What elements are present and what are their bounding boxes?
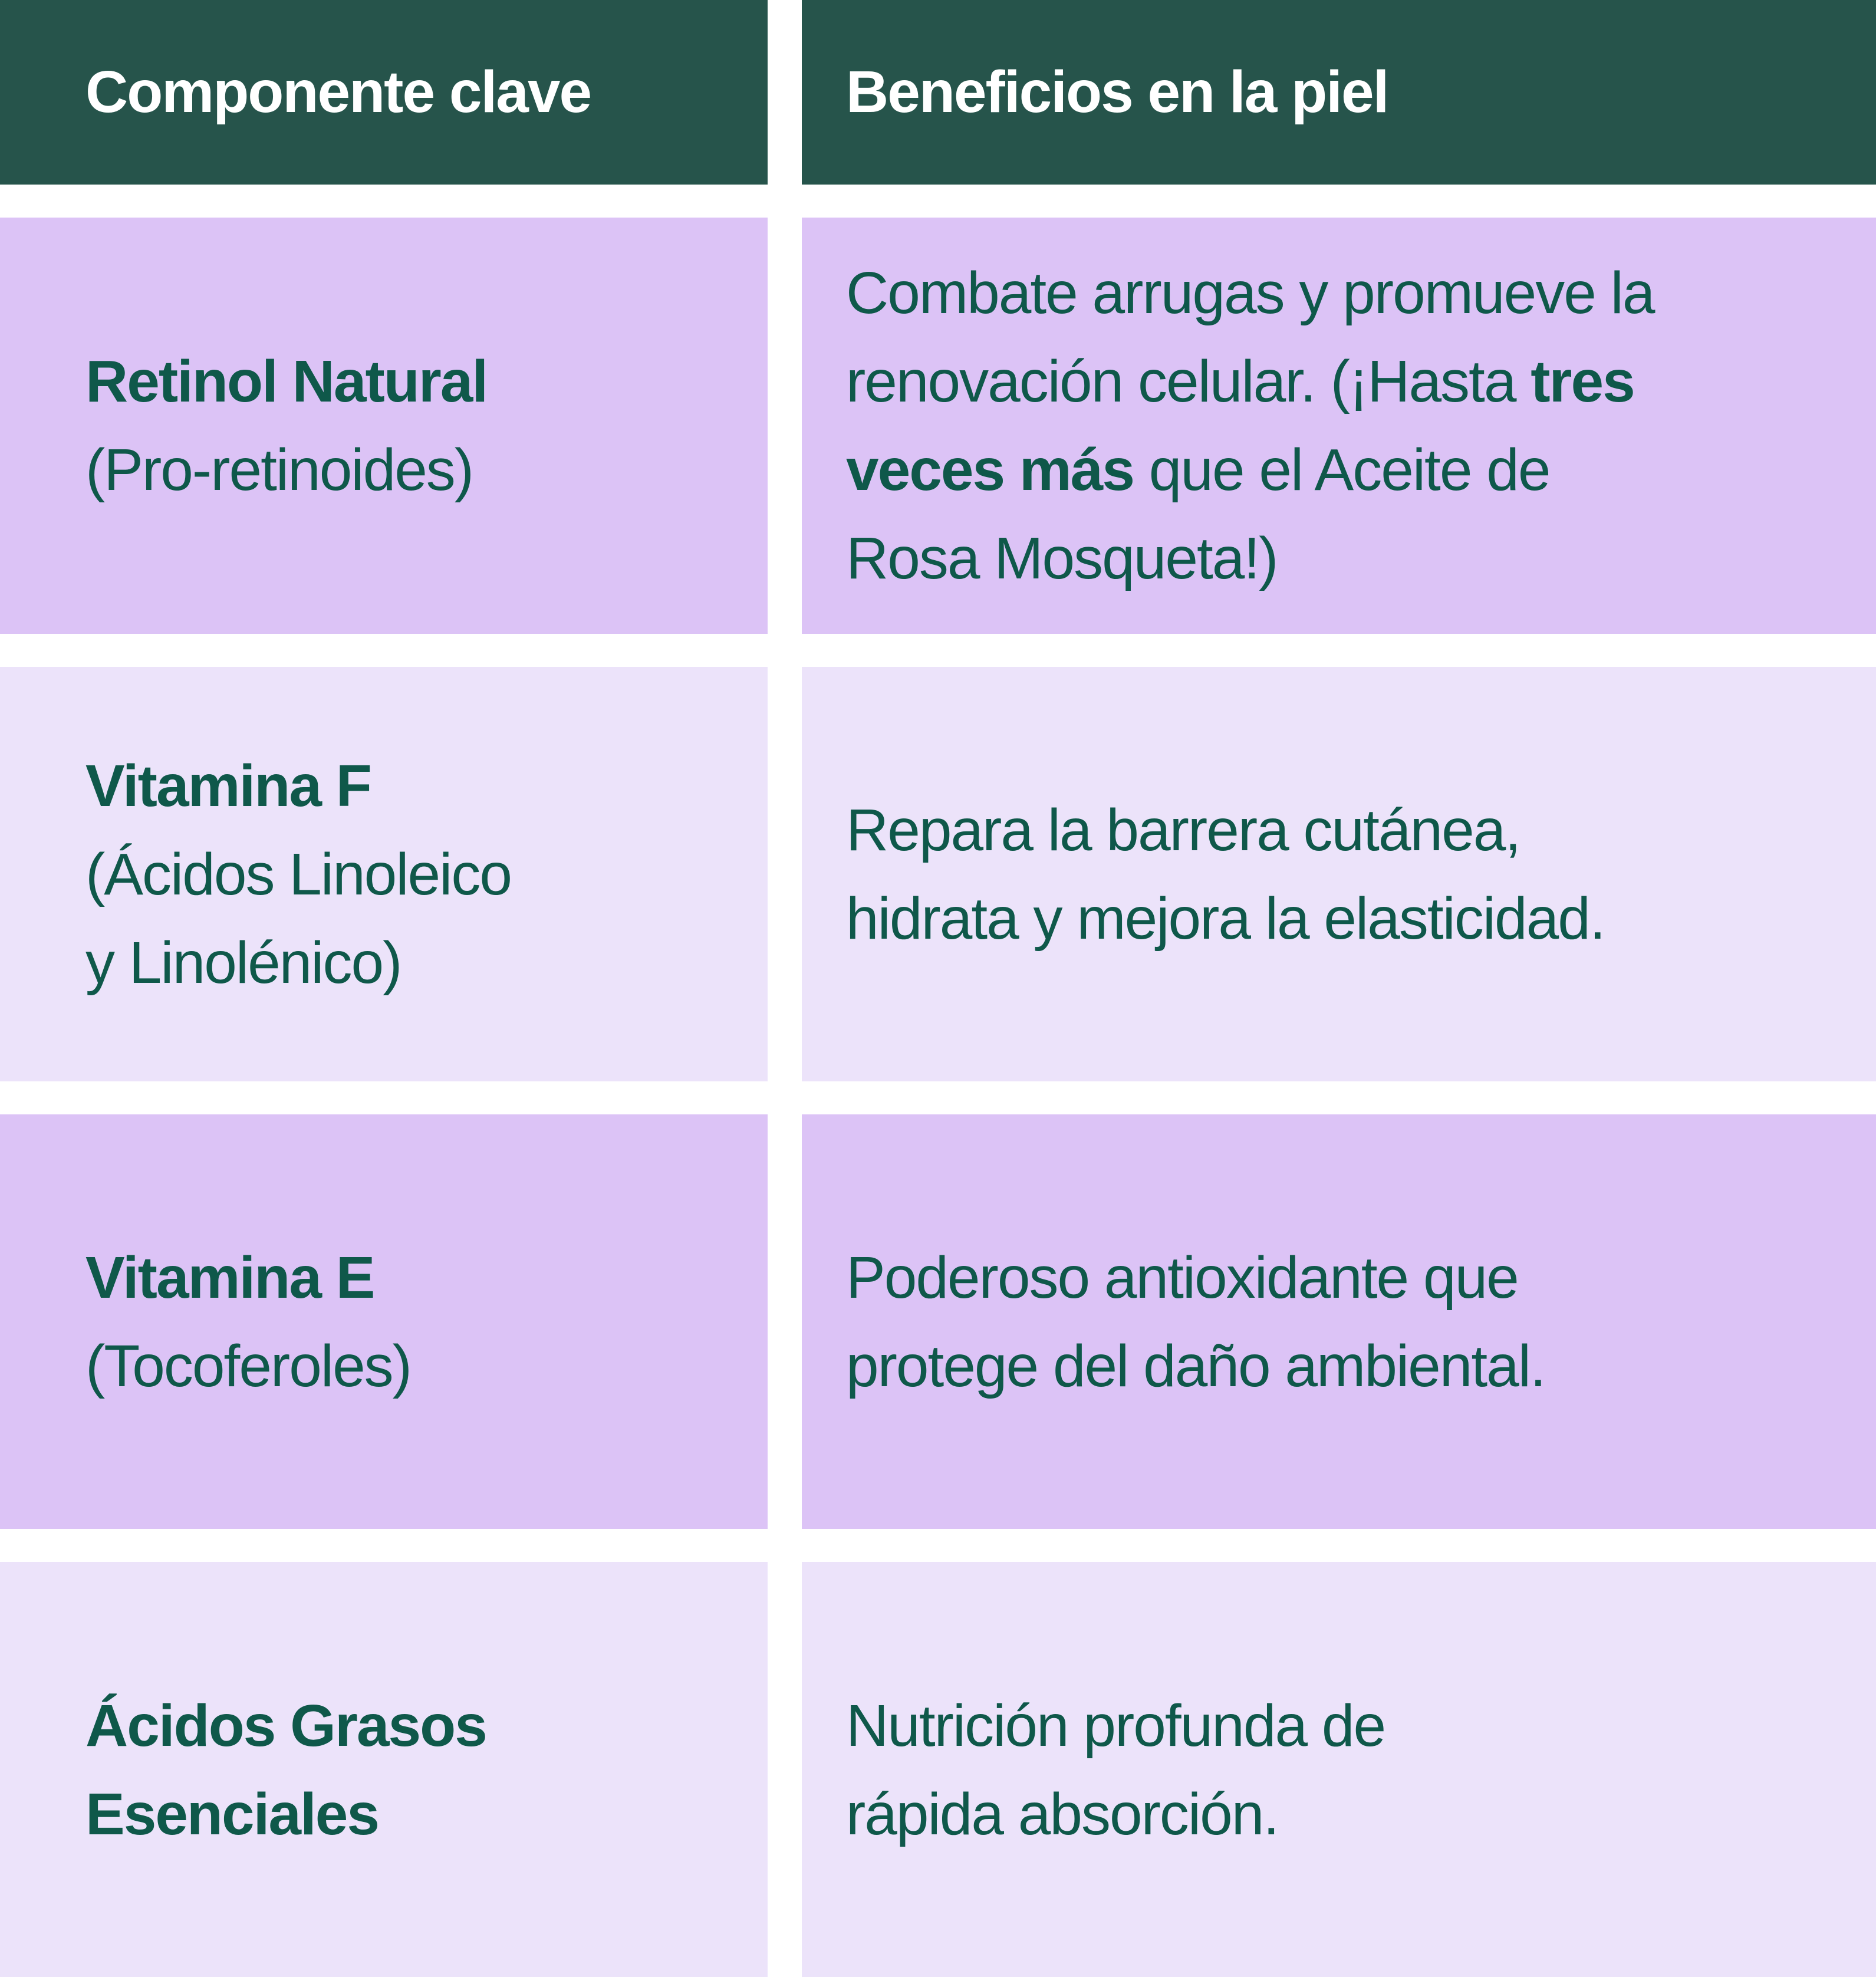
component-cell-row-4: Ácidos Grasos Esenciales: [0, 1562, 768, 1977]
benefit-cell-row-2: Repara la barrera cutánea, hidrata y mejo…: [802, 667, 1876, 1081]
plain-text: hidrata y mejora la elasticidad.: [846, 885, 1606, 952]
component-text-line: (Tocoferoles): [85, 1322, 744, 1410]
emphasis-text: Esenciales: [85, 1781, 380, 1847]
component-cell-row-2: Vitamina F (Ácidos Linoleico y Linolénico): [0, 667, 768, 1081]
benefit-text-line: Rosa Mosqueta!): [846, 514, 1852, 603]
emphasis-text: Vitamina F: [85, 752, 372, 819]
header-beneficios-label: Beneficios en la piel: [846, 59, 1389, 125]
benefit-text-line: veces más que el Aceite de: [846, 426, 1852, 514]
component-text-line: Esenciales: [85, 1770, 744, 1858]
component-text-line: Vitamina E: [85, 1233, 744, 1322]
component-text-line: Ácidos Grasos: [85, 1682, 744, 1770]
benefit-cell-row-3: Poderoso antioxidante que protege del dañ…: [802, 1114, 1876, 1529]
plain-text: (Tocoferoles): [85, 1333, 412, 1399]
component-cell-row-1: Retinol Natural (Pro-retinoides): [0, 218, 768, 634]
plain-text: rápida absorción.: [846, 1781, 1279, 1847]
header-cell-componente: Componente clave: [0, 0, 768, 185]
component-text-line: Vitamina F: [85, 742, 744, 830]
emphasis-text: Retinol Natural: [85, 348, 488, 415]
plain-text: que el Aceite de: [1134, 437, 1551, 503]
benefit-text-line: renovación celular. (¡Hasta tres: [846, 337, 1852, 426]
plain-text: Repara la barrera cutánea,: [846, 797, 1521, 863]
component-text-line: (Ácidos Linoleico: [85, 830, 744, 919]
benefit-text-line: protege del daño ambiental.: [846, 1322, 1852, 1410]
component-text-line: (Pro-retinoides): [85, 426, 744, 514]
plain-text: Nutrición profunda de: [846, 1692, 1386, 1759]
emphasis-text: Vitamina E: [85, 1244, 375, 1311]
plain-text: Combate arrugas y promueve la: [846, 260, 1655, 326]
benefit-text-line: rápida absorción.: [846, 1770, 1852, 1858]
plain-text: Poderoso antioxidante que: [846, 1244, 1519, 1311]
plain-text: Rosa Mosqueta!): [846, 525, 1278, 591]
plain-text: protege del daño ambiental.: [846, 1333, 1546, 1399]
benefit-text-line: Poderoso antioxidante que: [846, 1233, 1852, 1322]
component-cell-row-3: Vitamina E (Tocoferoles): [0, 1114, 768, 1529]
component-text-line: Retinol Natural: [85, 337, 744, 426]
benefit-text-line: Combate arrugas y promueve la: [846, 249, 1852, 337]
emphasis-text: tres: [1531, 348, 1635, 415]
emphasis-text: Ácidos Grasos: [85, 1692, 488, 1759]
benefit-text-line: Repara la barrera cutánea,: [846, 786, 1852, 874]
benefit-cell-row-1: Combate arrugas y promueve la renovación …: [802, 218, 1876, 634]
plain-text: y Linolénico): [85, 929, 402, 996]
header-componente-label: Componente clave: [85, 59, 592, 125]
component-text-line: y Linolénico): [85, 919, 744, 1007]
benefit-cell-row-4: Nutrición profunda de rápida absorción.: [802, 1562, 1876, 1977]
plain-text: (Ácidos Linoleico: [85, 841, 512, 907]
emphasis-text: veces más: [846, 437, 1135, 503]
header-cell-beneficios: Beneficios en la piel: [802, 0, 1876, 185]
benefit-text-line: Nutrición profunda de: [846, 1682, 1852, 1770]
plain-text: (Pro-retinoides): [85, 437, 474, 503]
plain-text: renovación celular. (¡Hasta: [846, 348, 1531, 415]
benefit-text-line: hidrata y mejora la elasticidad.: [846, 874, 1852, 963]
